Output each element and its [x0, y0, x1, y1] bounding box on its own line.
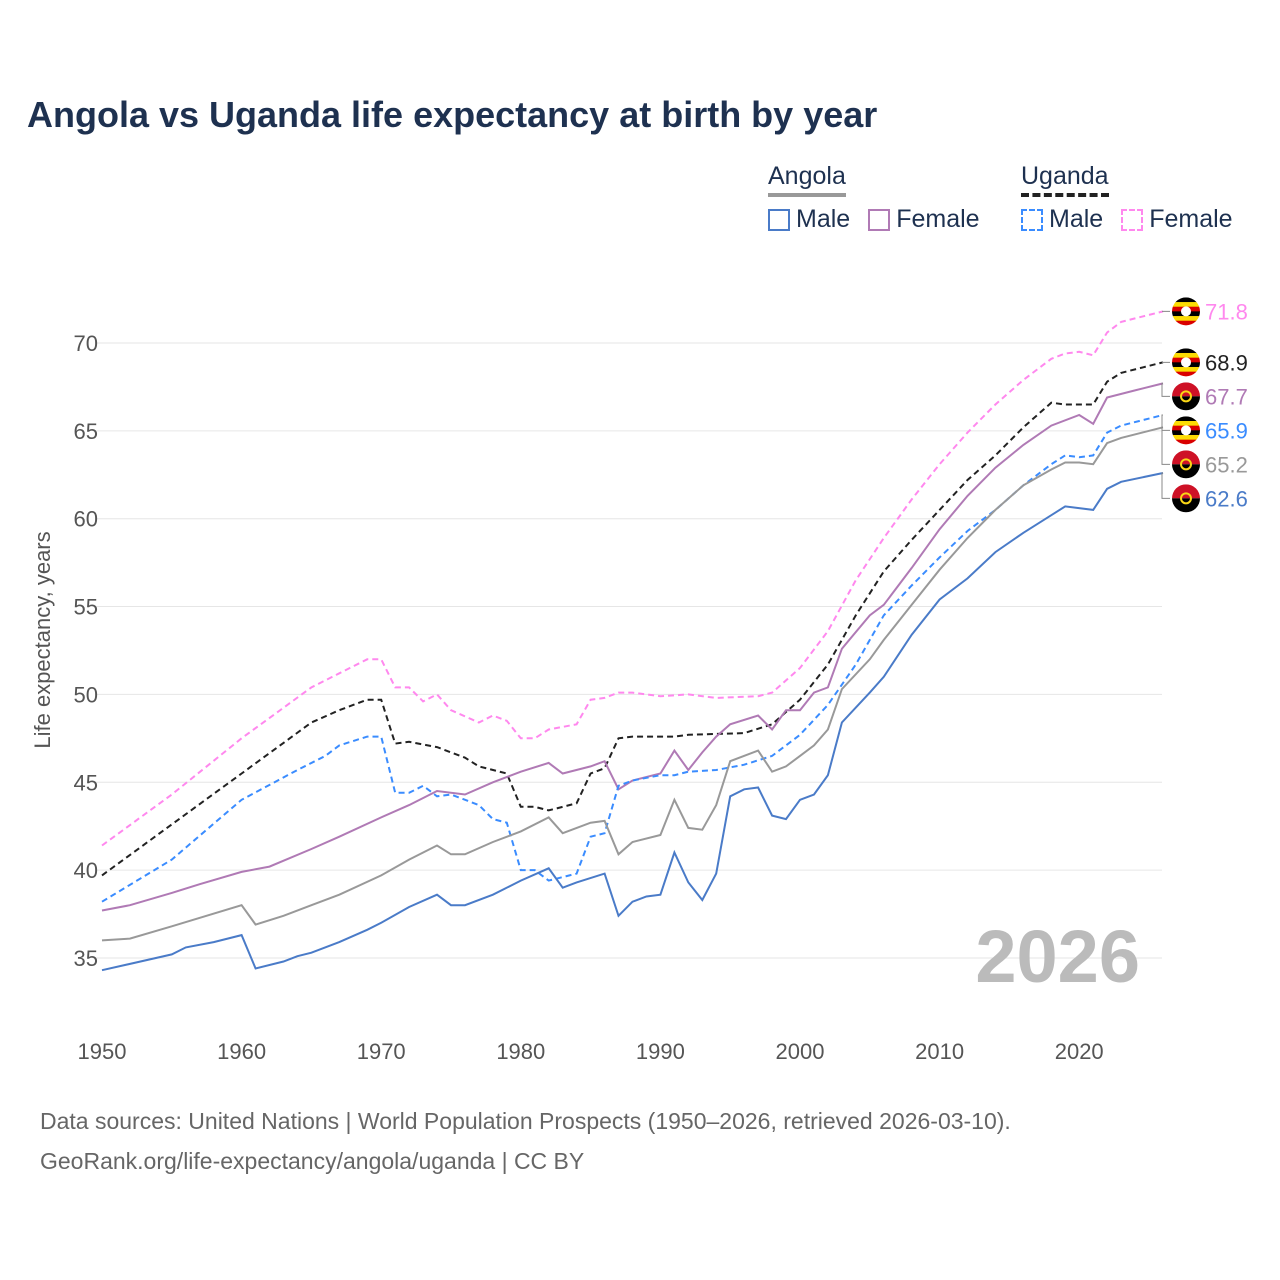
legend-angola-female[interactable]: Female: [868, 205, 980, 234]
source-line-2[interactable]: GeoRank.org/life-expectancy/angola/ugand…: [40, 1148, 585, 1174]
series-line-uganda-female[interactable]: [101, 310, 1164, 847]
x-tick-label: 1970: [357, 1039, 406, 1064]
legend-label: Female: [1149, 205, 1233, 233]
end-value-label: 62.6: [1205, 486, 1248, 511]
chart-title: Angola vs Uganda life expectancy at birt…: [27, 94, 878, 135]
y-tick-label: 35: [74, 946, 98, 971]
series-line-angola[interactable]: [101, 426, 1164, 942]
y-tick-label: 60: [74, 507, 98, 532]
y-tick-label: 55: [74, 595, 98, 620]
y-axis-label: Life expectancy, years: [30, 531, 55, 748]
label-connector: [1161, 426, 1170, 465]
angola-flag-icon: [1172, 382, 1200, 411]
legend-angola: Angola Male Female: [768, 162, 980, 234]
uganda-flag-icon: [1172, 416, 1200, 445]
x-tick-label: 1980: [496, 1039, 545, 1064]
end-value-label: 67.7: [1205, 384, 1248, 409]
y-tick-label: 65: [74, 419, 98, 444]
angola-flag-icon: [1172, 450, 1200, 479]
label-connector: [1161, 414, 1170, 431]
legend-uganda-title: Uganda: [1021, 162, 1109, 197]
legend-angola-male[interactable]: Male: [768, 205, 850, 234]
uganda-flag-icon: [1172, 348, 1200, 377]
legend-label: Female: [896, 205, 980, 233]
legend-angola-title: Angola: [768, 162, 846, 197]
x-tick-label: 1960: [217, 1039, 266, 1064]
y-tick-label: 50: [74, 682, 98, 707]
series-line-uganda-male[interactable]: [101, 414, 1164, 903]
y-tick-label: 70: [74, 331, 98, 356]
legend-swatch: [1021, 208, 1043, 231]
x-tick-label: 1990: [636, 1039, 685, 1064]
series-line-angola-male[interactable]: [101, 472, 1164, 972]
label-connector: [1161, 382, 1170, 397]
end-value-label: 68.9: [1205, 350, 1248, 375]
y-tick-label: 45: [74, 770, 98, 795]
end-value-label: 71.8: [1205, 299, 1248, 324]
legend-swatch: [868, 208, 891, 231]
angola-flag-icon: [1172, 484, 1200, 513]
series-line-angola-female[interactable]: [101, 382, 1164, 912]
label-connector: [1161, 472, 1170, 499]
source-line-1: Data sources: United Nations | World Pop…: [40, 1108, 1011, 1134]
legend-uganda: Uganda Male Female: [1021, 162, 1233, 234]
legend-label: Male: [1049, 205, 1104, 233]
legend-label: Male: [796, 205, 851, 233]
x-tick-label: 2010: [915, 1039, 964, 1064]
y-tick-label: 40: [74, 858, 98, 883]
end-value-label: 65.2: [1205, 452, 1248, 477]
end-value-label: 65.9: [1205, 418, 1248, 443]
x-tick-label: 2020: [1055, 1039, 1104, 1064]
legend-swatch: [1121, 208, 1144, 231]
legend-uganda-female[interactable]: Female: [1121, 205, 1233, 234]
year-watermark: 2026: [975, 915, 1140, 998]
legend-swatch: [768, 208, 790, 231]
series-line-uganda[interactable]: [101, 361, 1164, 877]
legend-uganda-male[interactable]: Male: [1021, 205, 1103, 234]
x-tick-label: 2000: [776, 1039, 825, 1064]
x-tick-label: 1950: [78, 1039, 127, 1064]
uganda-flag-icon: [1172, 297, 1200, 326]
